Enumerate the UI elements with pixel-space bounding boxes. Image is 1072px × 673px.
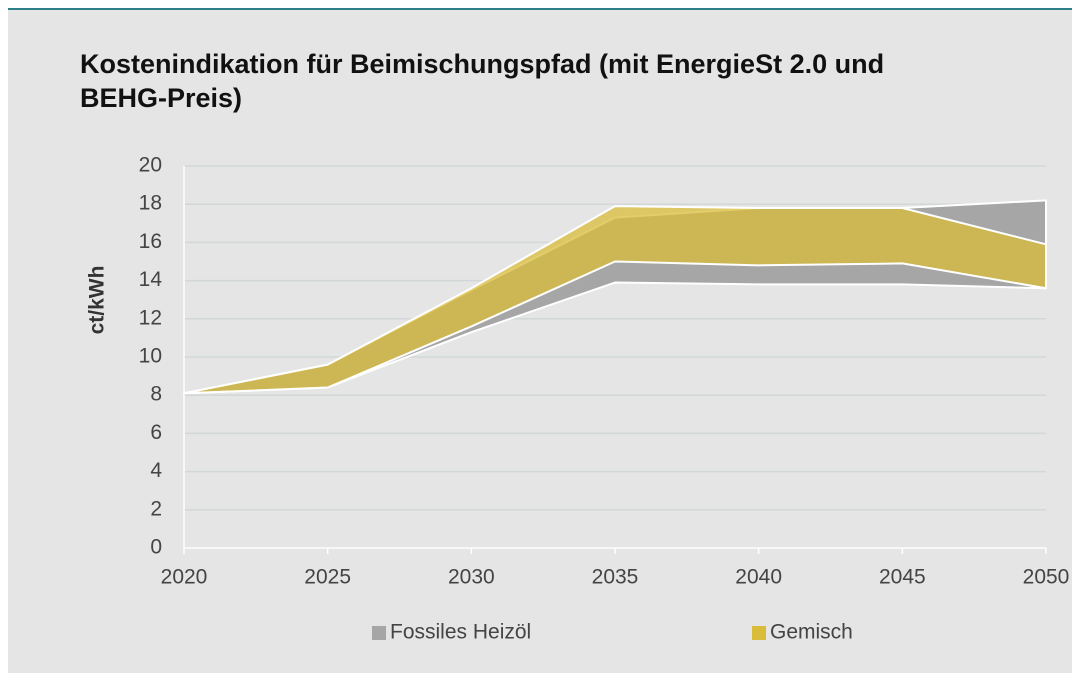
panel [8,10,1072,673]
top-rule [8,8,1072,10]
y-tick-label: 4 [150,459,162,482]
x-tick-label: 2045 [879,566,926,589]
y-tick-label: 16 [139,230,162,253]
y-tick-label: 18 [139,192,162,215]
y-tick-label: 6 [150,421,162,444]
x-tick-label: 2020 [161,566,208,589]
x-tick-label: 2035 [592,566,639,589]
range-band [183,205,1047,395]
y-tick-label: 0 [150,536,162,559]
y-tick-label: 12 [139,306,162,329]
y-tick-label: 20 [139,154,162,177]
y-tick-label: 2 [150,497,162,520]
legend-label: Gemisch [770,621,853,644]
y-tick-label: 14 [139,268,163,291]
y-tick-label: 8 [150,383,162,406]
x-tick-label: 2050 [1023,566,1070,589]
y-axis-label: ct/kWh [86,266,109,335]
chart-title: Kostenindikation für Beimischungspfad (m… [80,49,885,113]
x-tick-label: 2025 [304,566,351,589]
x-tick-label: 2030 [448,566,495,589]
legend-swatch [372,626,386,640]
legend-label: Fossiles Heizöl [390,621,531,644]
y-tick-label: 10 [139,345,162,368]
x-tick-label: 2040 [735,566,782,589]
legend-swatch [752,626,766,640]
